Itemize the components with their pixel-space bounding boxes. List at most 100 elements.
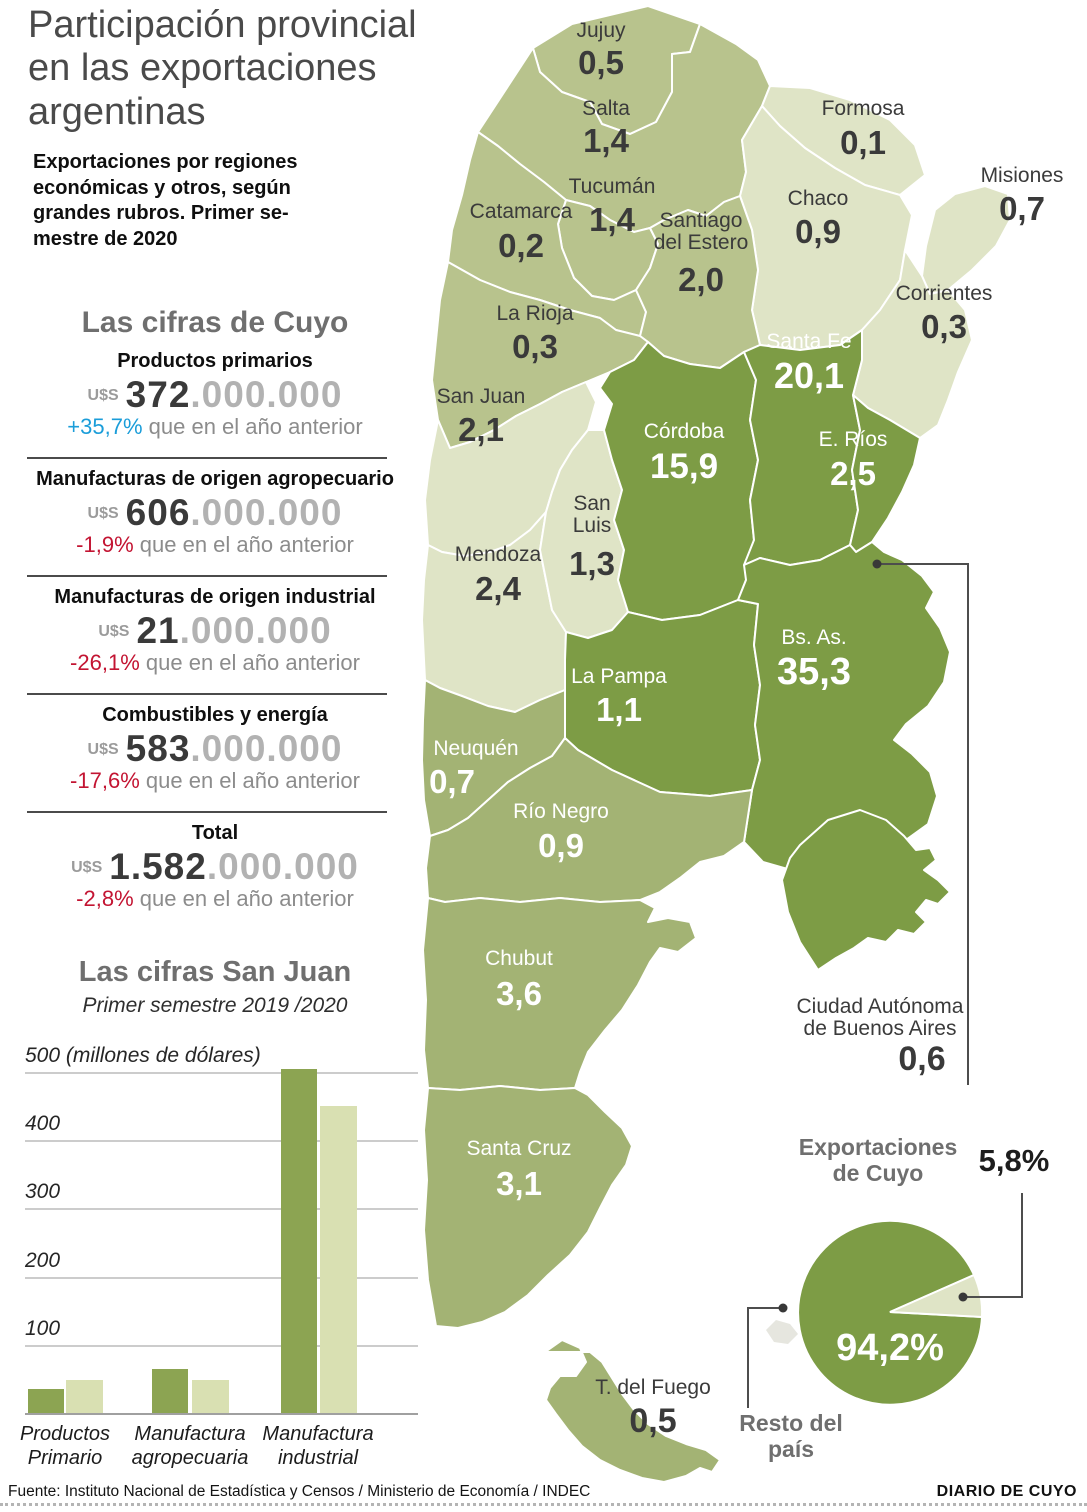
san-juan-chart-subtitle: Primer semestre 2019 /2020	[82, 994, 348, 1017]
change-value: +35,7%	[67, 414, 143, 439]
y-tick-label-300: 300	[25, 1180, 61, 1204]
amount-main: 1.582	[109, 846, 207, 887]
amount-zeros: .000.000	[179, 610, 332, 651]
province-shape-corrientes	[852, 249, 973, 439]
province-shape-caba	[781, 809, 951, 971]
province-shape-misiones	[921, 185, 1011, 295]
y-tick-label-100: 100	[25, 1316, 61, 1340]
change-value: -17,6%	[70, 768, 140, 793]
cuyo-figures-list: Productos primarios U$S 372.000.000 +35,7% …	[0, 341, 430, 931]
callout-dot-cuyo-slice	[958, 1292, 968, 1302]
change-value: -1,9%	[76, 532, 134, 557]
amount-main: 606	[125, 492, 191, 533]
province-name-caba: Ciudad Autónoma de Buenos Aires	[796, 995, 964, 1041]
section-label: Total	[191, 822, 239, 844]
province-value-mendoza: 2,4	[475, 570, 521, 607]
section-divider	[27, 457, 387, 459]
province-value-corrientes: 0,3	[921, 308, 967, 345]
province-value-santa_cruz: 3,1	[496, 1165, 542, 1202]
page-title: Participación provincial en las exportac…	[28, 4, 417, 133]
province-name-misiones: Misiones	[980, 164, 1064, 187]
province-name-la_rioja: La Rioja	[496, 302, 574, 325]
pie-other-label: Resto del país	[739, 1410, 843, 1463]
section-change: -26,1% que en el año anterior	[0, 650, 430, 676]
province-value-la_rioja: 0,3	[512, 328, 558, 365]
gridline-200	[25, 1276, 418, 1279]
callout-line-cuyo-slice	[963, 1193, 1023, 1298]
province-name-cordoba: Córdoba	[643, 420, 725, 443]
province-name-chaco: Chaco	[787, 187, 849, 210]
currency-prefix: U$S	[87, 741, 119, 758]
callout-line-resto-del-pais	[747, 1307, 783, 1408]
province-name-la_pampa: La Pampa	[571, 665, 667, 688]
province-value-t_del_fuego: 0,5	[629, 1402, 677, 1440]
cuyo-section-1: Productos primarios U$S 372.000.000 +35,7% …	[0, 341, 430, 459]
province-name-santa_cruz: Santa Cruz	[466, 1137, 572, 1160]
y-tick-label-400: 400	[25, 1112, 61, 1136]
province-name-corrientes: Corrientes	[895, 282, 993, 305]
province-value-salta: 1,4	[583, 122, 629, 159]
amount-zeros: .000.000	[206, 846, 359, 887]
province-value-e_rios: 2,5	[830, 455, 876, 492]
bottom-dotted-divider	[0, 1503, 1087, 1506]
cuyo-section-5: Total U$S 1.582.000.000 -2,8% que en el año…	[0, 813, 430, 931]
province-shape-chubut	[422, 897, 697, 1091]
province-value-chubut: 3,6	[496, 975, 542, 1012]
currency-prefix: U$S	[98, 623, 130, 640]
province-shape-t_del_fuego	[544, 1339, 721, 1483]
province-name-formosa: Formosa	[821, 97, 905, 120]
change-note: que en el año anterior	[148, 414, 363, 439]
currency-prefix: U$S	[87, 387, 119, 404]
bar-category-label-3: Manufactura industrial	[262, 1423, 374, 1469]
section-label: Manufacturas de origen agropecuario	[36, 468, 394, 490]
cuyo-section-4: Combustibles y energía U$S 583.000.000 -17,…	[0, 695, 430, 813]
bar-2019-category-1	[28, 1389, 64, 1413]
province-name-neuquen: Neuquén	[433, 737, 519, 760]
province-name-catamarca: Catamarca	[469, 200, 573, 223]
section-divider	[27, 693, 387, 695]
province-name-tucuman: Tucumán	[568, 175, 656, 198]
province-value-catamarca: 0,2	[498, 227, 544, 264]
intro-text: Exportaciones por regiones económicas y …	[33, 151, 298, 250]
province-value-la_pampa: 1,1	[596, 691, 642, 728]
section-change: -1,9% que en el año anterior	[0, 532, 430, 558]
province-name-san_juan: San Juan	[436, 385, 526, 408]
section-amount: U$S 1.582.000.000	[0, 846, 430, 888]
pie-title: Exportaciones de Cuyo	[798, 1134, 958, 1187]
province-value-chaco: 0,9	[795, 213, 841, 250]
gridline-500	[25, 1072, 418, 1074]
province-shape-e_rios	[849, 394, 921, 553]
section-change: -2,8% que en el año anterior	[0, 886, 430, 912]
province-name-e_rios: E. Ríos	[818, 428, 888, 451]
bar-2020-category-2	[192, 1380, 229, 1413]
bar-category-label-2: Manufactura agropecuaria	[131, 1423, 249, 1469]
bar-category-label-1: Productos Primario	[19, 1423, 111, 1469]
section-change: -17,6% que en el año anterior	[0, 768, 430, 794]
province-value-rio_negro: 0,9	[538, 827, 584, 864]
callout-dot-caba	[872, 559, 882, 569]
province-value-misiones: 0,7	[999, 190, 1045, 227]
province-value-caba: 0,6	[898, 1040, 946, 1078]
bar-2019-category-2	[152, 1369, 188, 1413]
province-shape-bs_as	[737, 541, 951, 873]
province-name-chubut: Chubut	[485, 947, 553, 970]
province-value-jujuy: 0,5	[578, 44, 624, 81]
cuyo-section-2: Manufacturas de origen agropecuario U$S 60…	[0, 459, 430, 577]
bar-2020-category-3	[320, 1106, 357, 1413]
section-change: +35,7% que en el año anterior	[0, 414, 430, 440]
cuyo-section-3: Manufacturas de origen industrial U$S 21.0…	[0, 577, 430, 695]
y-tick-label-200: 200	[25, 1248, 61, 1272]
section-divider	[27, 575, 387, 577]
gridline-400	[25, 1140, 418, 1143]
change-value: -2,8%	[76, 886, 134, 911]
amount-main: 583	[125, 728, 191, 769]
province-name-san_luis: San Luis	[572, 492, 612, 538]
province-name-jujuy: Jujuy	[576, 19, 626, 42]
currency-prefix: U$S	[87, 505, 119, 522]
change-note: que en el año anterior	[145, 768, 360, 793]
section-amount: U$S 21.000.000	[0, 610, 430, 652]
amount-zeros: .000.000	[190, 728, 343, 769]
change-note: que en el año anterior	[139, 886, 354, 911]
